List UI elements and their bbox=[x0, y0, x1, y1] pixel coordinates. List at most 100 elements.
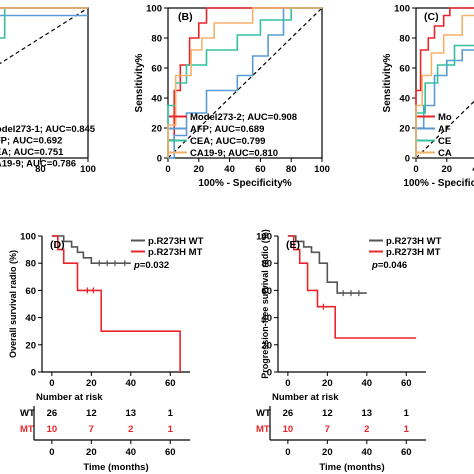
risk-value: 12 bbox=[86, 408, 97, 419]
legend-entry: AFP; AUC=0.692 bbox=[0, 136, 62, 147]
panel-c: 0 20 40 0 20 40 60 80 100 (C) Sensitivity% 100% - S… bbox=[382, 4, 474, 189]
y-tick-label: 80 bbox=[151, 34, 162, 45]
legend-entry: CE bbox=[438, 136, 451, 147]
p-value-symbol: p bbox=[371, 260, 378, 271]
y-tick-label: 100 bbox=[20, 232, 36, 243]
y-tick-label: 60 bbox=[399, 64, 410, 75]
x-tick-label: 0 bbox=[165, 164, 170, 175]
series-line-red bbox=[167, 7, 322, 158]
legend-entry: AFP; AUC=0.689 bbox=[190, 124, 264, 135]
legend-entry: CEA; AUC=0.799 bbox=[190, 136, 265, 147]
x-tick-label: 20 bbox=[86, 378, 97, 389]
series-line-red bbox=[51, 235, 181, 372]
legend-entry: Model273-1; AUC=0.845 bbox=[0, 124, 96, 135]
panel-label: (C) bbox=[424, 11, 439, 23]
y-tick-label: 80 bbox=[399, 34, 410, 45]
risk-value: 1 bbox=[404, 408, 410, 419]
y-tick-label: 80 bbox=[25, 259, 36, 270]
p-value-symbol: p bbox=[133, 260, 140, 271]
y-axis-label: Overall survival radio (%) bbox=[8, 250, 18, 358]
series-line-blue bbox=[0, 14, 88, 17]
y-axis-label: Sensitivity% bbox=[382, 53, 393, 112]
y-axis-label: Sensitivity% bbox=[134, 53, 145, 112]
panel-label: (D) bbox=[50, 239, 65, 251]
y-tick-label: 40 bbox=[261, 313, 272, 324]
y-axis-label: Progression-free survival radio (%) bbox=[260, 229, 270, 379]
y-tick-label: 0 bbox=[31, 368, 36, 379]
y-tick-label: 0 bbox=[157, 154, 162, 165]
risk-value: 12 bbox=[322, 408, 333, 419]
p-value-label: p=0.032 bbox=[133, 260, 169, 271]
panel-b: 0 20 40 60 80 100 0 20 40 60 80 100 (B) Sensitivity% 1… bbox=[134, 4, 330, 190]
x-tick-label: 80 bbox=[35, 164, 46, 175]
risk-value: 1 bbox=[168, 408, 174, 419]
risk-tick-label: 60 bbox=[401, 447, 412, 458]
risk-tick-label: 0 bbox=[285, 447, 290, 458]
series-line-gray bbox=[51, 235, 131, 265]
p-value-number: =0.032 bbox=[140, 260, 169, 271]
risk-table-title: Number at risk bbox=[36, 392, 103, 403]
legend-entry: p.R273H WT bbox=[148, 236, 204, 247]
risk-value: 13 bbox=[362, 408, 373, 419]
x-axis-label: 100% - Specificity% bbox=[403, 178, 474, 189]
reference-diagonal bbox=[167, 7, 323, 159]
x-tick-label: 20 bbox=[442, 164, 453, 175]
series-line-blue bbox=[168, 7, 322, 159]
risk-value: 7 bbox=[325, 424, 330, 435]
risk-value: 2 bbox=[128, 424, 133, 435]
series-line-gray bbox=[287, 235, 367, 294]
risk-value: 7 bbox=[89, 424, 94, 435]
panel-a: 6080100Specificity%Model273-1; AUC=0.845… bbox=[0, 7, 96, 175]
legend-entry: CA bbox=[438, 148, 452, 159]
x-tick-label: 60 bbox=[401, 378, 412, 389]
panel-label: (E) bbox=[286, 239, 300, 251]
risk-row-label: WT bbox=[20, 408, 35, 419]
y-tick-label: 0 bbox=[267, 368, 272, 379]
risk-value: 26 bbox=[283, 408, 294, 419]
series-line-red bbox=[415, 7, 474, 158]
legend-entry: p.R273H WT bbox=[386, 236, 442, 247]
risk-tick-label: 40 bbox=[126, 447, 137, 458]
legend-entry: p.R273H MT bbox=[148, 247, 203, 258]
y-tick-label: 40 bbox=[25, 313, 36, 324]
risk-value: 10 bbox=[283, 424, 294, 435]
y-tick-label: 20 bbox=[399, 124, 410, 135]
x-axis-label: 100% - Specificity% bbox=[198, 178, 291, 189]
p-value-label: p=0.046 bbox=[371, 260, 407, 271]
series-line-red bbox=[287, 235, 417, 339]
reference-diagonal bbox=[415, 100, 474, 159]
y-tick-label: 20 bbox=[261, 340, 272, 351]
x-tick-label: 0 bbox=[49, 378, 54, 389]
y-tick-label: 100 bbox=[394, 4, 410, 15]
risk-value: 10 bbox=[47, 424, 58, 435]
y-tick-label: 100 bbox=[256, 232, 272, 243]
risk-value: 26 bbox=[47, 408, 58, 419]
y-tick-label: 20 bbox=[151, 124, 162, 135]
y-tick-label: 0 bbox=[405, 154, 410, 165]
risk-row-label: WT bbox=[256, 408, 271, 419]
series-line-green bbox=[415, 44, 474, 158]
y-tick-label: 100 bbox=[146, 4, 162, 15]
x-tick-label: 60 bbox=[165, 378, 176, 389]
x-tick-label: 40 bbox=[126, 378, 137, 389]
risk-x-axis-label: Time (months) bbox=[83, 462, 148, 473]
x-tick-label: 80 bbox=[286, 164, 297, 175]
risk-tick-label: 20 bbox=[86, 447, 97, 458]
x-tick-label: 20 bbox=[322, 378, 333, 389]
risk-value: 1 bbox=[168, 424, 174, 435]
risk-tick-label: 20 bbox=[322, 447, 333, 458]
risk-row-label: MT bbox=[20, 424, 34, 435]
risk-row-label: MT bbox=[256, 424, 270, 435]
x-tick-label: 20 bbox=[194, 164, 205, 175]
y-tick-label: 20 bbox=[25, 340, 36, 351]
reference-diagonal bbox=[0, 7, 89, 65]
legend-entry: CA19-9; AUC=0.810 bbox=[190, 148, 278, 159]
y-tick-label: 80 bbox=[261, 259, 272, 270]
series-line-red bbox=[0, 7, 88, 9]
legend-entry: AF bbox=[438, 124, 451, 135]
series-line-orange bbox=[0, 7, 88, 9]
